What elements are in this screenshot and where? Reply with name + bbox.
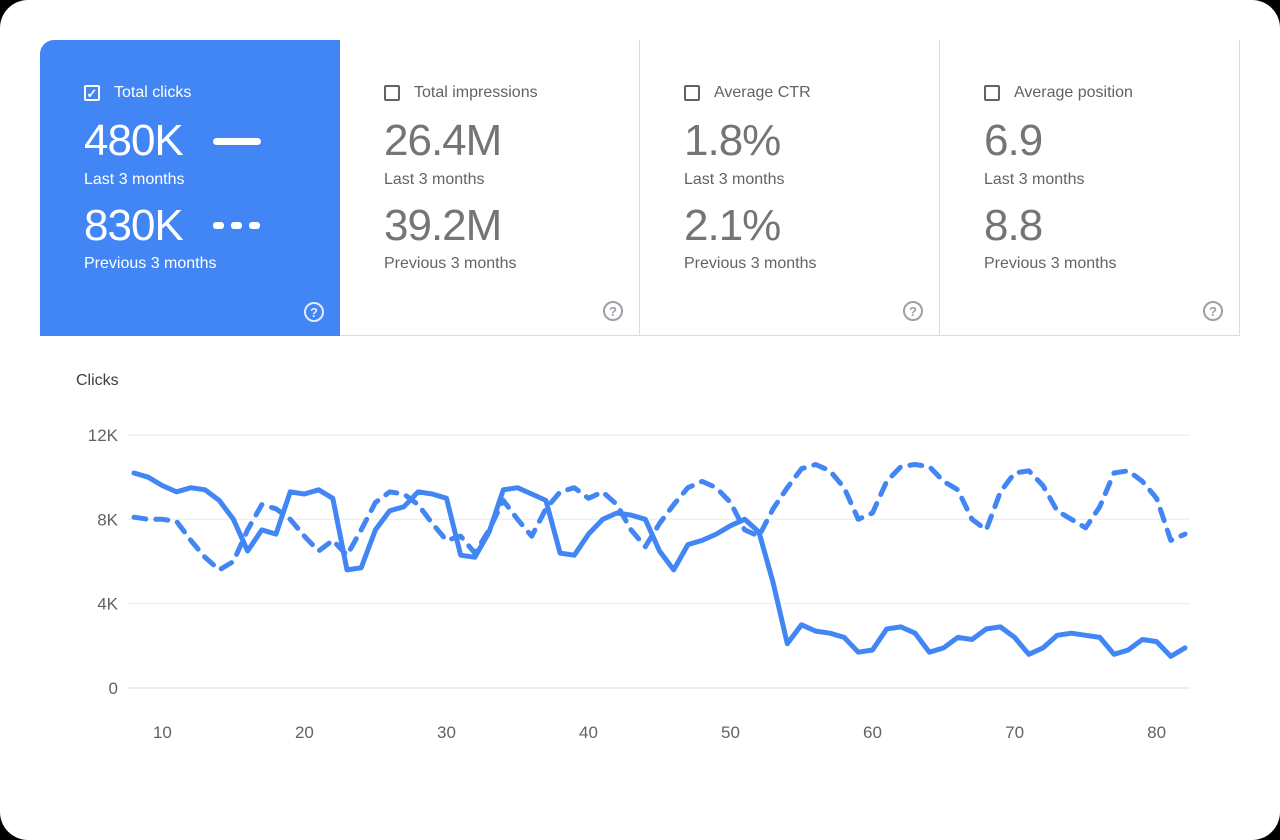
metric-label: Average position [1014, 84, 1133, 101]
series-line-dashed [131, 462, 1188, 573]
primary-value: 1.8% [684, 116, 781, 165]
question-mark: ? [609, 303, 617, 319]
series-line-solid [131, 470, 1188, 659]
y-axis-tick: 8K [97, 510, 118, 529]
secondary-value: 2.1% [684, 200, 781, 250]
secondary-value-row: 39.2M [384, 201, 615, 252]
metric-label: Average CTR [714, 84, 811, 101]
x-axis-tick: 50 [721, 723, 740, 742]
metric-card-average-ctr[interactable]: Average CTR 1.8% Last 3 months 2.1% Prev… [640, 40, 940, 336]
secondary-period: Previous 3 months [84, 255, 217, 273]
help-icon[interactable]: ? [903, 301, 923, 321]
secondary-value: 830K [84, 200, 184, 250]
primary-value-row: 480K [84, 116, 316, 167]
y-axis-tick: 12K [88, 426, 119, 445]
metric-card-total-clicks[interactable]: ✓ Total clicks 480K Last 3 months 830K P… [40, 40, 340, 336]
x-axis-tick: 20 [295, 723, 314, 742]
x-axis-tick: 70 [1005, 723, 1024, 742]
secondary-period: Previous 3 months [684, 255, 817, 273]
metric-card-average-position[interactable]: Average position 6.9 Last 3 months 8.8 P… [940, 40, 1240, 336]
total-impressions-checkbox[interactable] [384, 85, 400, 101]
x-axis-tick: 80 [1147, 723, 1166, 742]
x-axis-tick: 40 [579, 723, 598, 742]
x-axis-tick: 60 [863, 723, 882, 742]
metrics-row: ✓ Total clicks 480K Last 3 months 830K P… [40, 40, 1240, 336]
metric-card-total-impressions[interactable]: Total impressions 26.4M Last 3 months 39… [340, 40, 640, 336]
x-axis-tick: 30 [437, 723, 456, 742]
average-ctr-toggle[interactable]: Average CTR [684, 84, 915, 102]
help-icon[interactable]: ? [1203, 301, 1223, 321]
solid-line-legend-icon [212, 137, 261, 145]
average-position-toggle[interactable]: Average position [984, 84, 1215, 102]
primary-value: 26.4M [384, 116, 502, 165]
question-mark: ? [310, 304, 318, 320]
secondary-value-row: 830K [84, 201, 316, 252]
question-mark: ? [909, 303, 917, 319]
primary-value-row: 1.8% [684, 116, 915, 167]
primary-value-row: 6.9 [984, 116, 1215, 167]
secondary-value: 8.8 [984, 200, 1043, 250]
question-mark: ? [1209, 303, 1217, 319]
x-axis-tick: 10 [153, 723, 172, 742]
primary-period: Last 3 months [384, 170, 485, 188]
secondary-value-row: 8.8 [984, 201, 1215, 252]
primary-period: Last 3 months [84, 170, 185, 188]
help-icon[interactable]: ? [603, 301, 623, 321]
average-position-checkbox[interactable] [984, 85, 1000, 101]
secondary-value-row: 2.1% [684, 201, 915, 252]
secondary-period: Previous 3 months [384, 255, 517, 273]
help-icon[interactable]: ? [304, 302, 324, 322]
metric-label: Total clicks [114, 84, 192, 101]
dashed-line-legend-icon [212, 222, 260, 230]
y-axis-tick: 4K [97, 595, 118, 614]
total-impressions-toggle[interactable]: Total impressions [384, 84, 615, 102]
average-ctr-checkbox[interactable] [684, 85, 700, 101]
secondary-period: Previous 3 months [984, 255, 1117, 273]
total-clicks-toggle[interactable]: ✓ Total clicks [84, 84, 316, 102]
total-clicks-checkbox[interactable]: ✓ [84, 85, 100, 101]
primary-value: 480K [84, 116, 184, 165]
check-icon: ✓ [86, 85, 98, 101]
metric-label: Total impressions [414, 84, 538, 101]
y-axis-tick: 0 [109, 679, 118, 698]
primary-value-row: 26.4M [384, 116, 615, 167]
primary-period: Last 3 months [984, 170, 1085, 188]
chart-y-axis-title: Clicks [76, 372, 119, 389]
secondary-value: 39.2M [384, 200, 502, 250]
primary-period: Last 3 months [684, 170, 785, 188]
primary-value: 6.9 [984, 116, 1043, 165]
